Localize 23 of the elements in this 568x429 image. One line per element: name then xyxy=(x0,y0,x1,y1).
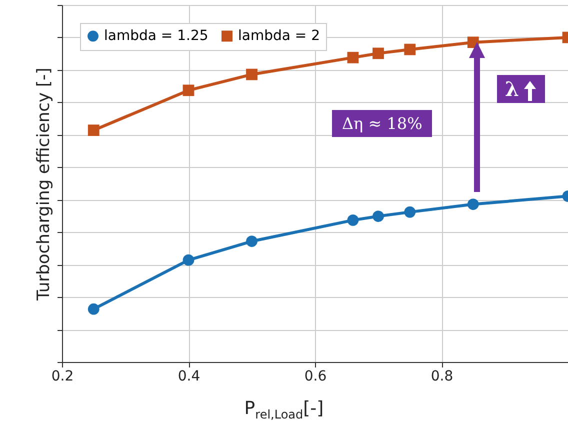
point xyxy=(182,254,194,266)
x-tick-label: 0.6 xyxy=(304,368,327,384)
legend-label: lambda = 1.25 xyxy=(104,28,208,44)
point xyxy=(404,206,416,218)
point xyxy=(372,48,384,60)
point xyxy=(88,124,100,136)
point xyxy=(246,236,258,247)
point xyxy=(404,44,416,56)
x-tick-label: 0.2 xyxy=(51,368,74,384)
y-axis-title: Turbocharging efficiency [-] xyxy=(34,68,54,302)
point xyxy=(246,68,258,80)
x-axis-title: P$_{rel,Load}$[-] xyxy=(243,398,325,422)
point xyxy=(88,303,100,315)
legend-label: lambda = 2 xyxy=(238,28,320,44)
point xyxy=(347,52,359,64)
x-tick-label: 0.4 xyxy=(178,368,200,384)
annotation: λ xyxy=(497,75,546,103)
point xyxy=(347,214,359,226)
x-tick-label: 0.8 xyxy=(430,368,454,384)
annotation: Δη ≈ 18% xyxy=(332,110,432,137)
point xyxy=(467,198,479,210)
point xyxy=(372,210,384,222)
point xyxy=(182,84,194,96)
